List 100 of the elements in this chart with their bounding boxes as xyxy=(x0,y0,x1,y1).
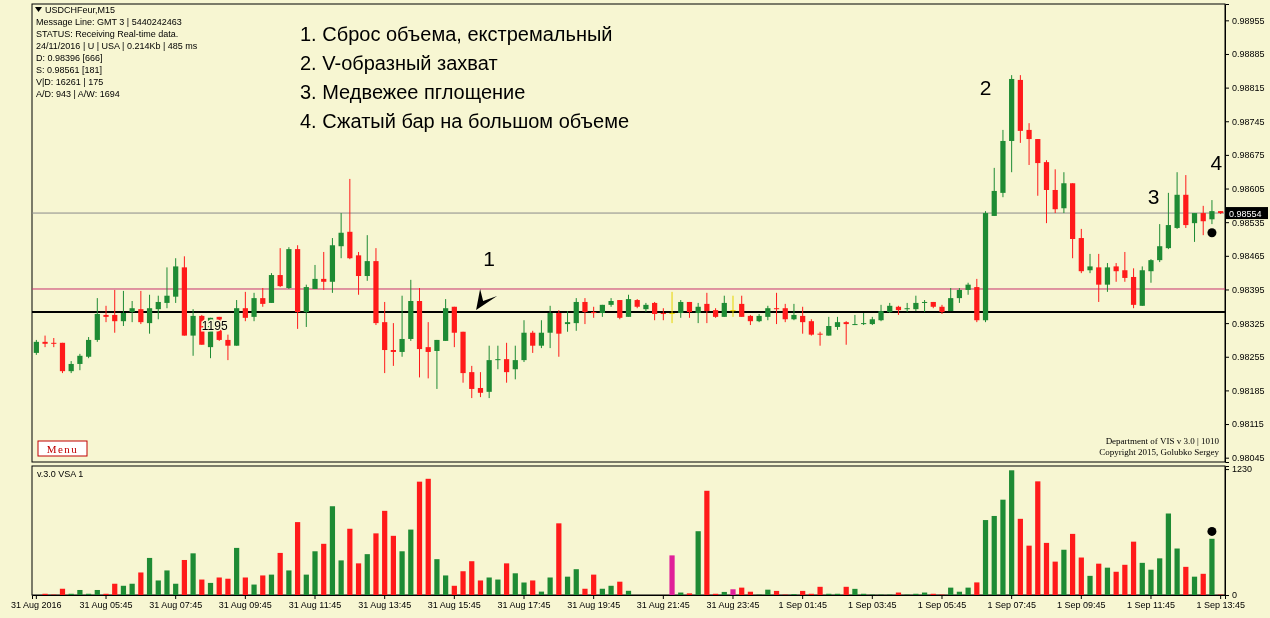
candlestick xyxy=(277,247,283,288)
candlestick xyxy=(390,322,396,367)
candlestick xyxy=(312,264,318,290)
bar xyxy=(1183,566,1189,595)
bar xyxy=(721,591,727,595)
annotation: 3 xyxy=(1147,185,1160,208)
candlestick xyxy=(503,342,510,384)
candlestick xyxy=(364,234,370,282)
bar xyxy=(181,559,187,595)
bar xyxy=(77,589,83,595)
bar xyxy=(251,584,257,595)
candlestick xyxy=(695,302,701,324)
candlestick xyxy=(617,299,623,320)
candlestick xyxy=(225,334,231,361)
candlestick xyxy=(669,291,675,324)
bar xyxy=(242,577,248,595)
bar xyxy=(608,585,614,595)
candlestick xyxy=(913,295,919,312)
x-tick-label: 1 Sep 09:45 xyxy=(1057,600,1106,611)
candlestick xyxy=(826,316,832,337)
candlestick xyxy=(556,309,562,358)
candlestick xyxy=(355,251,362,296)
bar xyxy=(460,571,466,595)
candlestick xyxy=(85,336,92,359)
bar xyxy=(1087,575,1093,595)
bar xyxy=(390,535,396,595)
bar xyxy=(112,583,118,595)
bar xyxy=(286,570,292,595)
candlestick xyxy=(1122,251,1128,283)
bar xyxy=(120,585,127,595)
candlestick xyxy=(1148,258,1154,284)
candlestick xyxy=(1087,253,1093,274)
bar xyxy=(573,569,579,595)
annotation: D: 0.98396 [666] xyxy=(36,53,103,63)
chart-title: USDCHFeur,M15 xyxy=(45,5,116,15)
x-tick-label: 31 Aug 23:45 xyxy=(706,600,760,611)
candlestick xyxy=(547,305,553,349)
bar xyxy=(303,574,309,595)
y-tick-label: 0.98045 xyxy=(1232,453,1265,464)
x-tick-label: 31 Aug 05:45 xyxy=(79,600,133,611)
y-tick-label: 0.98325 xyxy=(1232,318,1265,329)
annotation: 4. Сжатый бар на большом объеме xyxy=(300,110,630,132)
bar xyxy=(1139,562,1145,595)
bar xyxy=(416,481,423,595)
bar xyxy=(399,551,405,595)
bar xyxy=(146,557,153,595)
bar xyxy=(704,490,710,595)
bar xyxy=(216,577,222,595)
candlestick xyxy=(512,345,518,380)
x-tick-label: 31 Aug 17:45 xyxy=(497,600,551,611)
y-tick-label: 0.98955 xyxy=(1232,15,1265,26)
candlestick xyxy=(530,330,536,354)
candlestick xyxy=(817,331,823,347)
candlestick xyxy=(1157,223,1163,263)
bar xyxy=(625,590,632,595)
bar xyxy=(843,586,849,595)
bar xyxy=(495,579,501,595)
bar xyxy=(382,510,388,595)
candlestick xyxy=(721,295,727,318)
candlestick xyxy=(164,266,170,309)
annotation: 2. V-образный захват xyxy=(300,52,498,74)
x-tick-label: 1 Sep 07:45 xyxy=(987,600,1036,611)
candlestick xyxy=(608,297,614,308)
bar xyxy=(547,577,553,595)
y-tick-label: 0.98185 xyxy=(1232,385,1265,396)
annotation: 24/11/2016 | U | USA | 0.214Kb | 485 ms xyxy=(36,41,198,51)
candlestick xyxy=(800,306,806,335)
candlestick xyxy=(1026,122,1032,166)
annotation: 1 xyxy=(483,247,496,270)
bar xyxy=(503,563,510,595)
annotation: 1. Сброс объема, екстремальный xyxy=(300,23,613,45)
candlestick xyxy=(77,353,83,371)
candlestick xyxy=(242,291,248,322)
bar xyxy=(1000,499,1006,595)
x-tick-label: 1 Sep 03:45 xyxy=(848,600,897,611)
bar xyxy=(373,533,379,595)
bar xyxy=(1122,564,1128,595)
annotation: Menu xyxy=(46,442,79,455)
bar xyxy=(434,559,440,595)
bar xyxy=(347,528,353,595)
bar xyxy=(190,553,196,595)
bar xyxy=(991,515,997,595)
candlestick xyxy=(190,308,196,357)
bar xyxy=(355,563,362,595)
chart-title: v.3.0 VSA 1 xyxy=(37,469,84,479)
annotation: Message Line: GMT 3 | 5440242463 xyxy=(36,17,182,27)
candlestick xyxy=(660,307,666,321)
candlestick xyxy=(843,320,849,346)
candlestick xyxy=(591,306,597,319)
candlestick xyxy=(495,345,501,370)
y-tick-label: 0.98255 xyxy=(1232,352,1265,363)
bar xyxy=(739,587,745,595)
bar xyxy=(199,579,205,595)
x-tick-label: 31 Aug 19:45 xyxy=(567,600,621,611)
bar xyxy=(948,587,954,595)
x-tick-label: 1 Sep 01:45 xyxy=(778,600,827,611)
candlestick xyxy=(477,371,484,398)
bar xyxy=(800,590,806,595)
candlestick xyxy=(921,299,928,313)
x-tick-label: 31 Aug 2016 xyxy=(11,600,62,611)
